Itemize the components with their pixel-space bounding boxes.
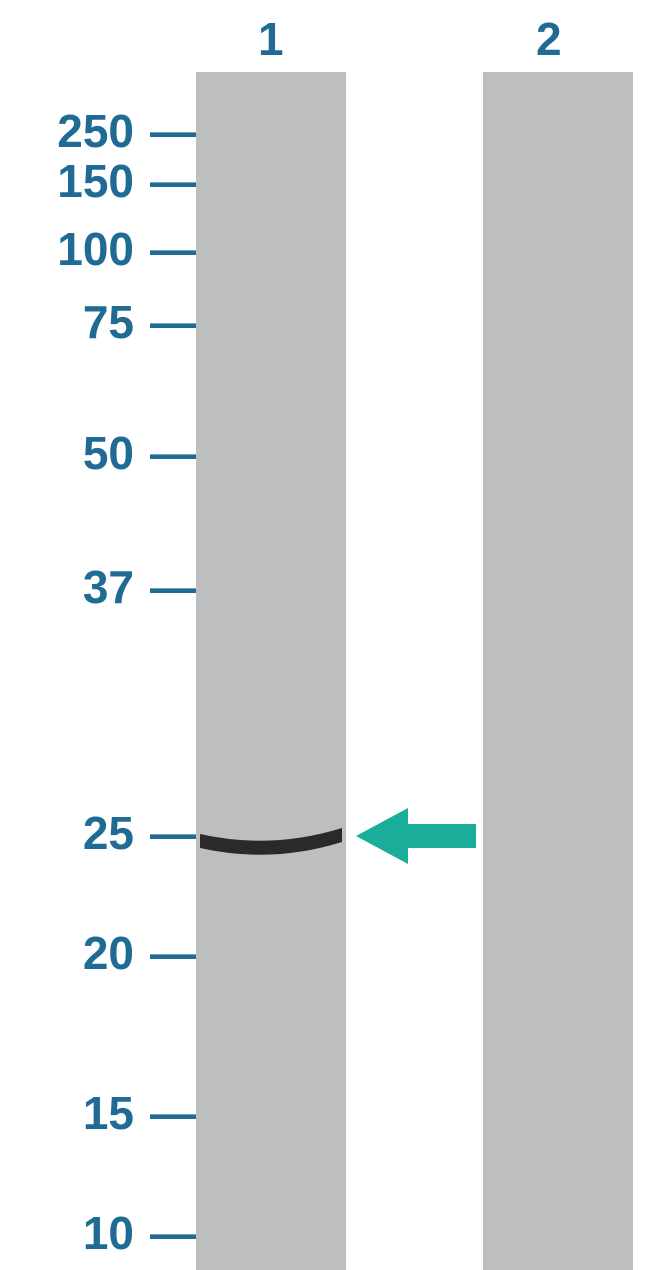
mw-15-dash: — [150, 1086, 196, 1140]
mw-100-dash: — [150, 222, 196, 276]
western-blot-figure: 1 2 250 — 150 — 100 — 75 — 50 — 37 — 25 … [0, 0, 650, 1270]
protein-band [196, 820, 346, 860]
lane-1 [196, 72, 346, 1270]
mw-25-dash: — [150, 806, 196, 860]
mw-10: 10 [66, 1206, 134, 1260]
mw-250: 250 [44, 104, 134, 158]
lane-1-label: 1 [258, 12, 284, 66]
lane-2 [483, 72, 633, 1270]
band-indicator-arrow-icon [356, 804, 476, 868]
mw-37: 37 [66, 560, 134, 614]
mw-25: 25 [66, 806, 134, 860]
mw-100: 100 [44, 222, 134, 276]
mw-10-dash: — [150, 1206, 196, 1260]
mw-20-dash: — [150, 926, 196, 980]
mw-150: 150 [44, 154, 134, 208]
mw-37-dash: — [150, 560, 196, 614]
mw-20: 20 [66, 926, 134, 980]
lane-2-label: 2 [536, 12, 562, 66]
mw-50-dash: — [150, 426, 196, 480]
mw-75: 75 [66, 295, 134, 349]
mw-150-dash: — [150, 154, 196, 208]
mw-250-dash: — [150, 104, 196, 158]
mw-15: 15 [66, 1086, 134, 1140]
mw-50: 50 [66, 426, 134, 480]
mw-75-dash: — [150, 295, 196, 349]
